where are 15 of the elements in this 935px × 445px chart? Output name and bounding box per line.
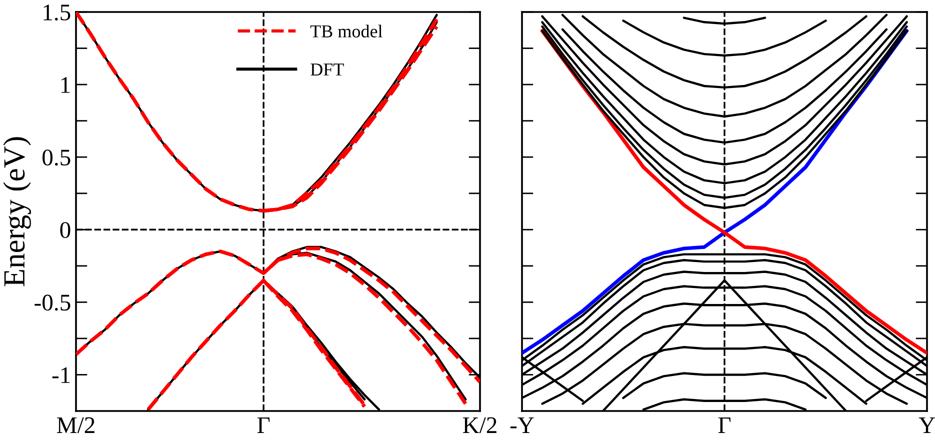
y-tick-label: 0.5 <box>42 150 70 166</box>
y-tick-label: -1 <box>52 367 70 383</box>
y-tick-label: 1.5 <box>44 4 70 21</box>
x-tick-label: Y <box>918 417 935 433</box>
x-tick-label: Γ <box>718 417 731 433</box>
x-tick-label: M/2 <box>57 417 94 434</box>
x-tick-label: -Y <box>510 417 534 433</box>
y-axis-title: Energy (eV) <box>3 137 31 286</box>
x-tick-label: Γ <box>257 417 270 433</box>
legend-label: DFT <box>310 64 344 76</box>
y-tick-label: 0 <box>60 222 70 238</box>
y-tick-label: 1 <box>61 77 70 93</box>
y-tick-label: -0.5 <box>34 294 70 311</box>
legend-label: TB model <box>310 24 382 38</box>
x-tick-label: K/2 <box>462 417 496 434</box>
